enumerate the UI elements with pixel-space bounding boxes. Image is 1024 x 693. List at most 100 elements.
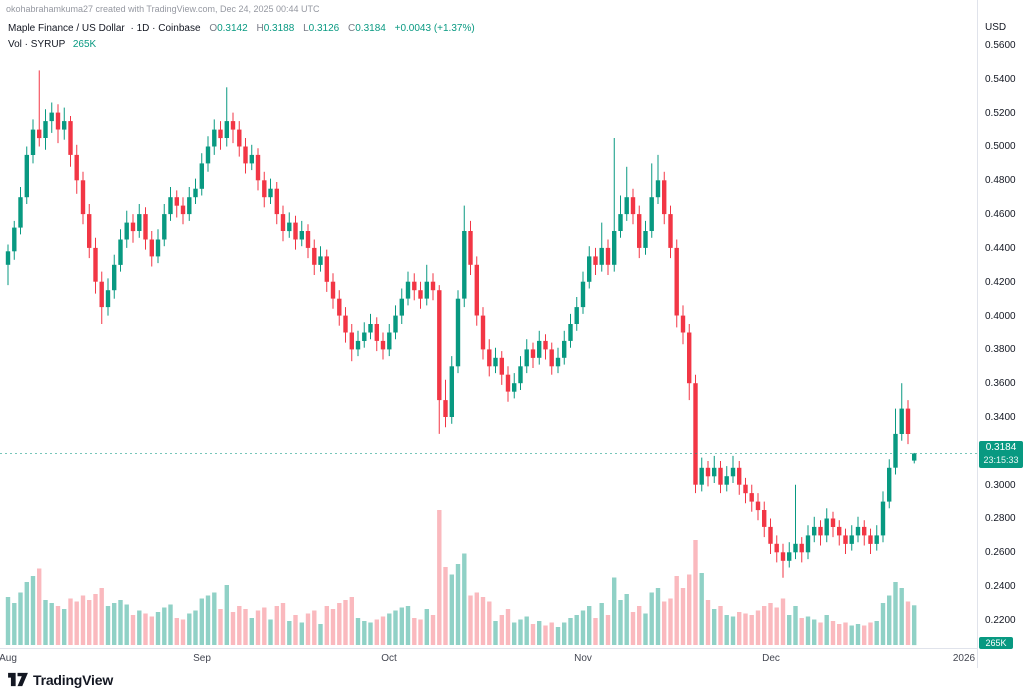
- candle-body: [255, 154, 261, 181]
- candle-body: [399, 298, 404, 316]
- volume-bar: [199, 598, 204, 645]
- volume-bar: [499, 615, 504, 645]
- open-label: O: [209, 23, 218, 34]
- volume-bar: [905, 601, 911, 645]
- candle-body: [99, 281, 104, 308]
- candle-body: [68, 121, 73, 155]
- candle-body: [405, 281, 411, 299]
- candle-body: [818, 526, 823, 536]
- volume-bar: [399, 607, 404, 645]
- volume-bar: [299, 622, 304, 645]
- time-axis-label[interactable]: Dec: [762, 653, 780, 664]
- high-label: H: [256, 23, 264, 34]
- time-axis-label[interactable]: Oct: [381, 653, 397, 664]
- candle-body: [799, 543, 804, 553]
- volume-bar: [837, 624, 842, 645]
- volume-indicator-label[interactable]: Vol · SYRUP: [8, 39, 66, 50]
- volume-bar: [899, 588, 904, 645]
- candle-body: [780, 552, 786, 561]
- candle-body: [318, 256, 323, 265]
- volume-row: Vol · SYRUP 265K: [8, 37, 475, 53]
- candle-body: [599, 247, 604, 265]
- volume-bar: [693, 540, 698, 645]
- candle-body: [630, 197, 636, 215]
- candle-body: [387, 332, 392, 350]
- candle-body: [743, 484, 748, 494]
- volume-bar: [287, 621, 292, 645]
- bar-countdown: 23:15:33: [983, 455, 1019, 465]
- candle-body: [705, 467, 711, 477]
- volume-bar: [574, 615, 579, 645]
- price-axis-label: 0.3600: [985, 378, 1016, 390]
- candle-body: [637, 214, 642, 248]
- volume-bar: [393, 610, 398, 645]
- volume-bar: [324, 606, 329, 645]
- close-value: 0.3184: [355, 23, 386, 34]
- time-axis[interactable]: Aug Sep Oct Nov Dec 2026: [0, 648, 977, 669]
- time-axis-label[interactable]: Nov: [574, 653, 592, 664]
- volume-bar: [768, 603, 773, 645]
- volume-bar: [643, 613, 648, 645]
- candle-body: [524, 349, 529, 367]
- candle-body: [605, 247, 611, 265]
- candle-body: [737, 467, 742, 485]
- candle-body: [562, 340, 567, 358]
- candle-body: [130, 222, 136, 232]
- candlestick-chart[interactable]: [0, 0, 977, 668]
- volume-bar: [568, 618, 573, 645]
- candle-body: [343, 315, 348, 333]
- candle-body: [230, 121, 236, 130]
- volume-bar: [462, 553, 467, 645]
- price-axis-label: 0.4400: [985, 242, 1016, 254]
- volume-bar: [699, 573, 704, 645]
- volume-bar: [55, 606, 61, 645]
- symbol-meta: · 1D · Coinbase: [130, 23, 201, 34]
- volume-bar: [237, 606, 242, 645]
- candle-body: [380, 340, 386, 350]
- candle-body: [174, 197, 179, 206]
- candle-body: [18, 197, 23, 228]
- price-axis-currency: USD: [985, 22, 1007, 33]
- candle-body: [687, 332, 692, 384]
- time-axis-label[interactable]: 2026: [952, 653, 976, 664]
- tradingview-logo-icon[interactable]: [8, 671, 28, 688]
- volume-bar: [205, 595, 211, 645]
- candle-body: [712, 467, 717, 477]
- volume-bar: [218, 609, 223, 645]
- candle-body: [624, 197, 629, 215]
- volume-bar: [612, 577, 617, 645]
- candle-body: [37, 129, 42, 139]
- time-axis-label[interactable]: Sep: [193, 653, 211, 664]
- symbol-title[interactable]: Maple Finance / US Dollar: [8, 23, 125, 34]
- candle-body: [455, 298, 461, 367]
- volume-bar: [549, 622, 554, 645]
- volume-bar: [893, 582, 898, 645]
- candle-body: [830, 518, 836, 527]
- volume-bar: [168, 604, 173, 645]
- candle-body: [874, 535, 879, 544]
- candle-body: [843, 535, 848, 544]
- candle-body: [512, 383, 517, 392]
- volume-bar: [37, 568, 42, 645]
- volume-bar: [268, 619, 273, 645]
- candle-body: [299, 231, 304, 240]
- volume-bar: [80, 595, 86, 645]
- tradingview-wordmark[interactable]: TradingView: [33, 671, 114, 688]
- time-axis-label[interactable]: Aug: [0, 653, 17, 664]
- volume-bar: [637, 606, 642, 645]
- high-value: 0.3188: [263, 23, 295, 34]
- candle-body: [868, 535, 873, 544]
- candle-body: [893, 433, 898, 468]
- volume-bar: [912, 605, 917, 646]
- volume-bar: [887, 595, 892, 645]
- candle-body: [855, 526, 861, 536]
- volume-bar: [212, 592, 217, 645]
- volume-bar: [843, 622, 848, 645]
- candle-body: [755, 501, 761, 511]
- price-axis-label: 0.3000: [985, 479, 1016, 491]
- price-axis-label: 0.5000: [985, 141, 1016, 153]
- volume-bar: [680, 588, 686, 645]
- volume-bar: [280, 603, 286, 645]
- price-axis[interactable]: USD 0.3184 23:15:33 265K 0.5600 0.5400 0.5…: [977, 0, 1024, 668]
- candle-body: [280, 214, 286, 231]
